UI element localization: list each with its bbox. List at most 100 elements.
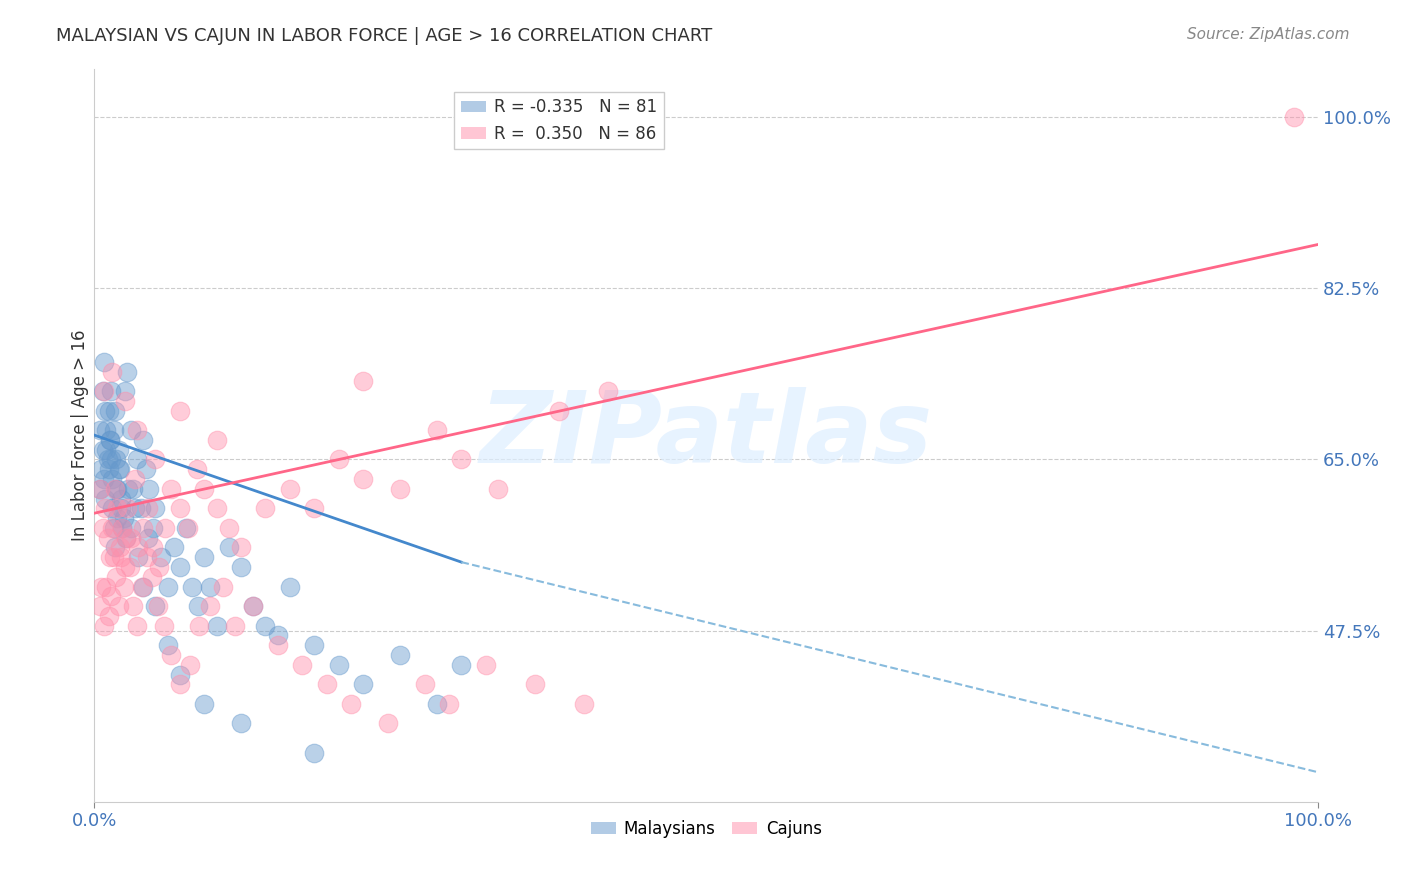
- Cajuns: [97, 531, 120, 545]
- Cajuns: [205, 433, 228, 447]
- Malaysians: [181, 580, 204, 594]
- Cajuns: [97, 608, 120, 623]
- Malaysians: [97, 403, 120, 417]
- Malaysians: [142, 521, 165, 535]
- Cajuns: [111, 521, 134, 535]
- Cajuns: [142, 541, 165, 555]
- Cajuns: [218, 521, 240, 535]
- Malaysians: [254, 618, 277, 632]
- Malaysians: [93, 472, 115, 486]
- Malaysians: [111, 521, 134, 535]
- Cajuns: [118, 560, 141, 574]
- Cajuns: [160, 482, 183, 496]
- Cajuns: [131, 580, 153, 594]
- Malaysians: [117, 482, 139, 496]
- Malaysians: [169, 560, 191, 574]
- Cajuns: [115, 531, 138, 545]
- Text: ZIPatlas: ZIPatlas: [479, 386, 932, 483]
- Cajuns: [426, 423, 449, 437]
- Malaysians: [304, 746, 326, 760]
- Malaysians: [169, 667, 191, 681]
- Malaysians: [193, 697, 215, 711]
- Malaysians: [129, 501, 152, 516]
- Cajuns: [141, 570, 163, 584]
- Malaysians: [89, 482, 111, 496]
- Malaysians: [150, 550, 173, 565]
- Malaysians: [98, 433, 121, 447]
- Cajuns: [114, 560, 136, 574]
- Malaysians: [114, 384, 136, 398]
- Cajuns: [96, 580, 118, 594]
- Cajuns: [91, 521, 114, 535]
- Malaysians: [96, 442, 118, 457]
- Malaysians: [205, 618, 228, 632]
- Cajuns: [352, 472, 374, 486]
- Malaysians: [104, 403, 127, 417]
- Malaysians: [426, 697, 449, 711]
- Cajuns: [188, 618, 211, 632]
- Malaysians: [120, 521, 142, 535]
- Cajuns: [94, 501, 117, 516]
- Malaysians: [97, 462, 120, 476]
- Malaysians: [143, 501, 166, 516]
- Cajuns: [93, 618, 115, 632]
- Cajuns: [186, 462, 208, 476]
- Malaysians: [174, 521, 197, 535]
- Cajuns: [352, 374, 374, 388]
- Malaysians: [100, 452, 122, 467]
- Cajuns: [169, 403, 191, 417]
- Malaysians: [115, 531, 138, 545]
- Malaysians: [193, 550, 215, 565]
- Cajuns: [125, 618, 148, 632]
- Cajuns: [169, 501, 191, 516]
- Cajuns: [132, 521, 155, 535]
- Legend: Malaysians, Cajuns: Malaysians, Cajuns: [583, 814, 828, 845]
- Cajuns: [153, 618, 176, 632]
- Malaysians: [103, 521, 125, 535]
- Malaysians: [278, 580, 301, 594]
- Cajuns: [413, 677, 436, 691]
- Malaysians: [91, 442, 114, 457]
- Cajuns: [122, 599, 145, 613]
- Malaysians: [100, 384, 122, 398]
- Cajuns: [93, 384, 115, 398]
- Malaysians: [108, 462, 131, 476]
- Malaysians: [98, 433, 121, 447]
- Cajuns: [267, 638, 290, 652]
- Cajuns: [98, 550, 121, 565]
- Cajuns: [125, 423, 148, 437]
- Cajuns: [242, 599, 264, 613]
- Cajuns: [205, 501, 228, 516]
- Text: Source: ZipAtlas.com: Source: ZipAtlas.com: [1187, 27, 1350, 42]
- Malaysians: [120, 423, 142, 437]
- Text: MALAYSIAN VS CAJUN IN LABOR FORCE | AGE > 16 CORRELATION CHART: MALAYSIAN VS CAJUN IN LABOR FORCE | AGE …: [56, 27, 713, 45]
- Cajuns: [146, 599, 169, 613]
- Malaysians: [104, 541, 127, 555]
- Cajuns: [104, 482, 127, 496]
- Cajuns: [124, 472, 146, 486]
- Cajuns: [114, 393, 136, 408]
- Cajuns: [193, 482, 215, 496]
- Malaysians: [110, 491, 132, 506]
- Cajuns: [105, 501, 128, 516]
- Malaysians: [163, 541, 186, 555]
- Malaysians: [136, 531, 159, 545]
- Cajuns: [291, 657, 314, 672]
- Cajuns: [110, 550, 132, 565]
- Cajuns: [475, 657, 498, 672]
- Malaysians: [115, 364, 138, 378]
- Malaysians: [352, 677, 374, 691]
- Cajuns: [127, 541, 149, 555]
- Cajuns: [177, 521, 200, 535]
- Cajuns: [278, 482, 301, 496]
- Malaysians: [91, 384, 114, 398]
- Malaysians: [103, 423, 125, 437]
- Cajuns: [100, 590, 122, 604]
- Cajuns: [224, 618, 246, 632]
- Malaysians: [105, 452, 128, 467]
- Cajuns: [160, 648, 183, 662]
- Malaysians: [132, 433, 155, 447]
- Cajuns: [89, 482, 111, 496]
- Malaysians: [242, 599, 264, 613]
- Malaysians: [90, 462, 112, 476]
